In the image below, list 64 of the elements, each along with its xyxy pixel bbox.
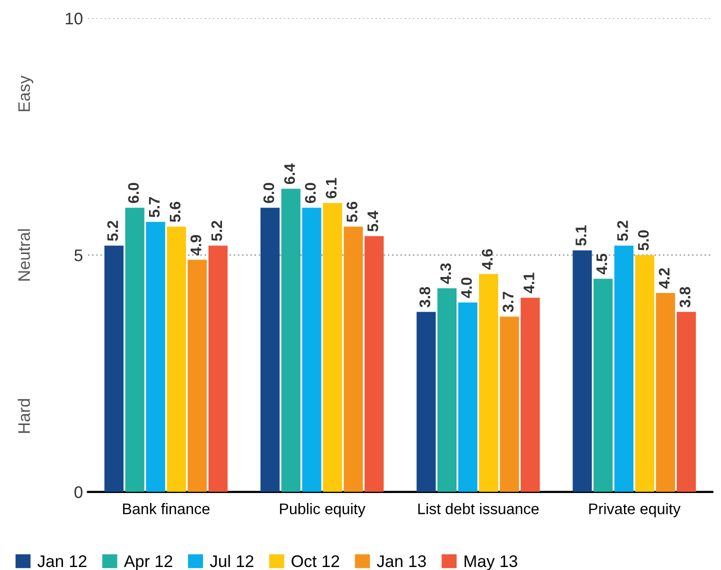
text: Easy (18, 76, 34, 112)
data-label: 4.9 (190, 234, 202, 256)
text: Neutral (18, 229, 30, 281)
x-tick-label: Public equity (280, 503, 366, 518)
bar (344, 226, 363, 492)
legend-label: Apr 12 (124, 555, 172, 570)
data-label: 4.0 (461, 278, 472, 298)
bar (302, 208, 322, 492)
legend-label: Jan 12 (37, 555, 86, 568)
bar (166, 226, 186, 492)
data-label: 4.3 (440, 263, 452, 284)
data-label: 5.0 (638, 230, 649, 250)
bar (364, 236, 384, 492)
y-tick-label: 0 (74, 486, 82, 498)
x-tick-label: Private equity (589, 503, 681, 518)
data-label: 6.0 (128, 182, 139, 203)
bar (260, 208, 280, 492)
data-label: 4.5 (596, 254, 608, 274)
bar (572, 250, 592, 492)
data-label: 6.0 (304, 182, 316, 203)
bar (188, 260, 207, 492)
bar (104, 246, 124, 492)
data-label: 5.2 (211, 220, 222, 241)
data-label: 3.8 (419, 286, 430, 308)
data-label: 3.8 (680, 286, 690, 308)
text: Hard (18, 399, 30, 433)
bar (676, 312, 696, 492)
y-tick-label: 5 (74, 250, 82, 262)
bar (416, 312, 436, 492)
data-label: 5.2 (107, 220, 118, 241)
bar (614, 246, 634, 492)
data-label: 6.4 (284, 163, 295, 184)
data-label: 5.1 (576, 225, 586, 246)
bar (520, 298, 540, 492)
bar (479, 274, 498, 492)
data-label: 5.2 (617, 220, 628, 241)
bar (656, 292, 676, 492)
data-label: 5.6 (346, 202, 358, 222)
data-label: 5.6 (170, 202, 181, 222)
data-label: 6.0 (263, 182, 274, 203)
data-label: 5.7 (149, 197, 160, 218)
bar (500, 316, 519, 492)
legend-label: Jan 13 (376, 555, 426, 568)
bar (125, 208, 144, 492)
x-tick-label: List debt issuance (418, 503, 539, 514)
bar (458, 302, 478, 492)
x-tick-label: Bank finance (123, 503, 210, 514)
bar (208, 246, 228, 492)
bar (635, 255, 654, 492)
bar (322, 202, 342, 492)
data-label: 4.1 (524, 272, 534, 294)
legend-label: May 13 (464, 555, 518, 570)
bar (281, 188, 300, 492)
data-label: 4.6 (482, 249, 493, 270)
bar (437, 288, 457, 492)
bar (594, 278, 613, 492)
data-label: 5.4 (368, 210, 378, 232)
data-label: 6.1 (326, 178, 337, 198)
bar (146, 222, 166, 492)
legend-label: Oct 12 (292, 555, 340, 568)
data-label: 3.7 (502, 292, 514, 312)
legend-label: Jul 12 (210, 554, 254, 568)
y-tick-label: 10 (66, 12, 82, 24)
data-label: 4.2 (658, 268, 670, 289)
